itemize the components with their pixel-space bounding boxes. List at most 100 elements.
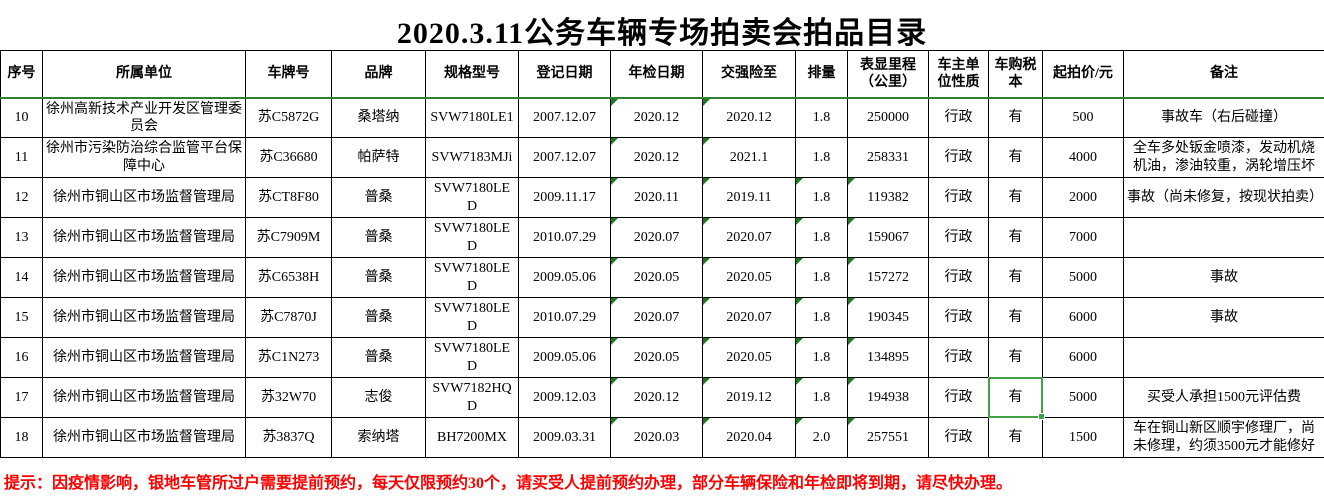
cell[interactable]: 119382 bbox=[847, 177, 929, 218]
cell[interactable]: 500 bbox=[1042, 97, 1124, 138]
cell[interactable]: 行政 bbox=[928, 417, 989, 458]
cell[interactable]: 17 bbox=[0, 377, 43, 418]
cell[interactable]: 2007.12.07 bbox=[518, 137, 611, 178]
cell[interactable]: 有 bbox=[988, 337, 1043, 378]
column-header[interactable]: 排量 bbox=[795, 50, 848, 99]
cell[interactable]: 11 bbox=[0, 137, 43, 178]
cell[interactable]: 159067 bbox=[847, 217, 929, 258]
cell[interactable]: 2019.11 bbox=[702, 177, 796, 218]
column-header[interactable]: 表显里程（公里） bbox=[847, 50, 929, 99]
cell[interactable]: 事故车（右后碰撞） bbox=[1123, 97, 1324, 138]
cell[interactable]: 1.8 bbox=[795, 217, 848, 258]
cell[interactable]: 有 bbox=[988, 177, 1043, 218]
cell[interactable]: 1500 bbox=[1042, 417, 1124, 458]
cell[interactable]: 行政 bbox=[928, 377, 989, 418]
cell[interactable]: 2020.12 bbox=[610, 377, 703, 418]
column-header[interactable]: 品牌 bbox=[331, 50, 426, 99]
cell[interactable]: 6000 bbox=[1042, 297, 1124, 338]
cell[interactable]: 16 bbox=[0, 337, 43, 378]
cell[interactable]: 苏C7909M bbox=[245, 217, 332, 258]
cell[interactable]: 事故（尚未修复，按现状拍卖） bbox=[1123, 177, 1324, 218]
cell[interactable]: 134895 bbox=[847, 337, 929, 378]
cell[interactable]: 2000 bbox=[1042, 177, 1124, 218]
cell[interactable]: 车在铜山新区顺宇修理厂，尚未修理，约须3500元才能修好 bbox=[1123, 417, 1324, 458]
cell[interactable]: 2020.07 bbox=[702, 217, 796, 258]
cell[interactable]: 徐州市铜山区市场监督管理局 bbox=[42, 377, 246, 418]
cell[interactable]: 普桑 bbox=[331, 217, 426, 258]
cell[interactable]: 有 bbox=[988, 377, 1045, 420]
column-header[interactable]: 规格型号 bbox=[425, 50, 519, 99]
cell[interactable]: 苏C36680 bbox=[245, 137, 332, 178]
cell[interactable]: 257551 bbox=[847, 417, 929, 458]
cell[interactable]: 2020.07 bbox=[610, 297, 703, 338]
cell[interactable]: 徐州市铜山区市场监督管理局 bbox=[42, 417, 246, 458]
cell[interactable]: 有 bbox=[988, 297, 1043, 338]
cell[interactable]: SVW7180LED bbox=[425, 177, 519, 218]
cell[interactable]: 苏3837Q bbox=[245, 417, 332, 458]
cell[interactable]: 5000 bbox=[1042, 257, 1124, 298]
cell[interactable]: 普桑 bbox=[331, 177, 426, 218]
cell[interactable]: 徐州市铜山区市场监督管理局 bbox=[42, 337, 246, 378]
cell[interactable]: 2020.05 bbox=[610, 337, 703, 378]
cell[interactable]: 有 bbox=[988, 137, 1043, 178]
cell[interactable]: 194938 bbox=[847, 377, 929, 418]
cell[interactable]: 普桑 bbox=[331, 297, 426, 338]
cell[interactable]: 2010.07.29 bbox=[518, 217, 611, 258]
column-header[interactable]: 车购税本 bbox=[988, 50, 1043, 99]
column-header[interactable]: 起拍价/元 bbox=[1042, 50, 1124, 99]
cell[interactable]: 苏C5872G bbox=[245, 97, 332, 138]
cell[interactable]: 普桑 bbox=[331, 337, 426, 378]
cell[interactable]: 1.8 bbox=[795, 137, 848, 178]
cell[interactable]: 2010.07.29 bbox=[518, 297, 611, 338]
cell[interactable]: 有 bbox=[988, 217, 1043, 258]
cell[interactable]: 2021.1 bbox=[702, 137, 796, 178]
cell[interactable]: 行政 bbox=[928, 337, 989, 378]
cell[interactable]: SVW7180LED bbox=[425, 337, 519, 378]
cell[interactable]: SVW7182HQD bbox=[425, 377, 519, 418]
cell[interactable]: 索纳塔 bbox=[331, 417, 426, 458]
cell[interactable]: 徐州市铜山区市场监督管理局 bbox=[42, 217, 246, 258]
cell[interactable] bbox=[1123, 217, 1324, 258]
cell[interactable]: 有 bbox=[988, 417, 1043, 458]
cell[interactable]: 13 bbox=[0, 217, 43, 258]
cell[interactable]: 258331 bbox=[847, 137, 929, 178]
cell[interactable]: 行政 bbox=[928, 257, 989, 298]
cell[interactable]: 2009.12.03 bbox=[518, 377, 611, 418]
cell[interactable]: BH7200MX bbox=[425, 417, 519, 458]
cell[interactable]: 徐州高新技术产业开发区管理委员会 bbox=[42, 97, 246, 138]
cell[interactable]: 1.8 bbox=[795, 297, 848, 338]
cell[interactable]: 有 bbox=[988, 257, 1043, 298]
cell[interactable]: 2009.05.06 bbox=[518, 337, 611, 378]
cell[interactable]: 2020.04 bbox=[702, 417, 796, 458]
cell[interactable]: SVW7180LED bbox=[425, 297, 519, 338]
cell[interactable]: 157272 bbox=[847, 257, 929, 298]
cell[interactable]: 2020.12 bbox=[702, 97, 796, 138]
cell[interactable]: 苏32W70 bbox=[245, 377, 332, 418]
cell[interactable]: 2020.05 bbox=[702, 257, 796, 298]
cell[interactable]: 14 bbox=[0, 257, 43, 298]
column-header[interactable]: 车主单位性质 bbox=[928, 50, 989, 99]
cell[interactable]: SVW7180LED bbox=[425, 217, 519, 258]
cell[interactable]: 有 bbox=[988, 97, 1043, 138]
column-header[interactable]: 年检日期 bbox=[610, 50, 703, 99]
cell[interactable]: 2019.12 bbox=[702, 377, 796, 418]
column-header[interactable]: 备注 bbox=[1123, 50, 1324, 99]
cell[interactable]: 10 bbox=[0, 97, 43, 138]
cell[interactable]: 徐州市污染防治综合监管平台保障中心 bbox=[42, 137, 246, 178]
cell[interactable]: SVW7183MJi bbox=[425, 137, 519, 178]
cell[interactable]: 2009.05.06 bbox=[518, 257, 611, 298]
cell[interactable]: 2020.11 bbox=[610, 177, 703, 218]
cell[interactable]: 苏CT8F80 bbox=[245, 177, 332, 218]
cell[interactable]: 徐州市铜山区市场监督管理局 bbox=[42, 297, 246, 338]
cell[interactable]: 1.8 bbox=[795, 337, 848, 378]
column-header[interactable]: 所属单位 bbox=[42, 50, 246, 99]
cell[interactable] bbox=[1123, 337, 1324, 378]
cell[interactable]: SVW7180LED bbox=[425, 257, 519, 298]
cell[interactable]: 1.8 bbox=[795, 377, 848, 418]
cell[interactable]: 2020.07 bbox=[702, 297, 796, 338]
cell[interactable]: 行政 bbox=[928, 297, 989, 338]
cell[interactable]: 2020.12 bbox=[610, 137, 703, 178]
cell[interactable]: 190345 bbox=[847, 297, 929, 338]
cell[interactable]: 18 bbox=[0, 417, 43, 458]
cell[interactable]: 行政 bbox=[928, 177, 989, 218]
